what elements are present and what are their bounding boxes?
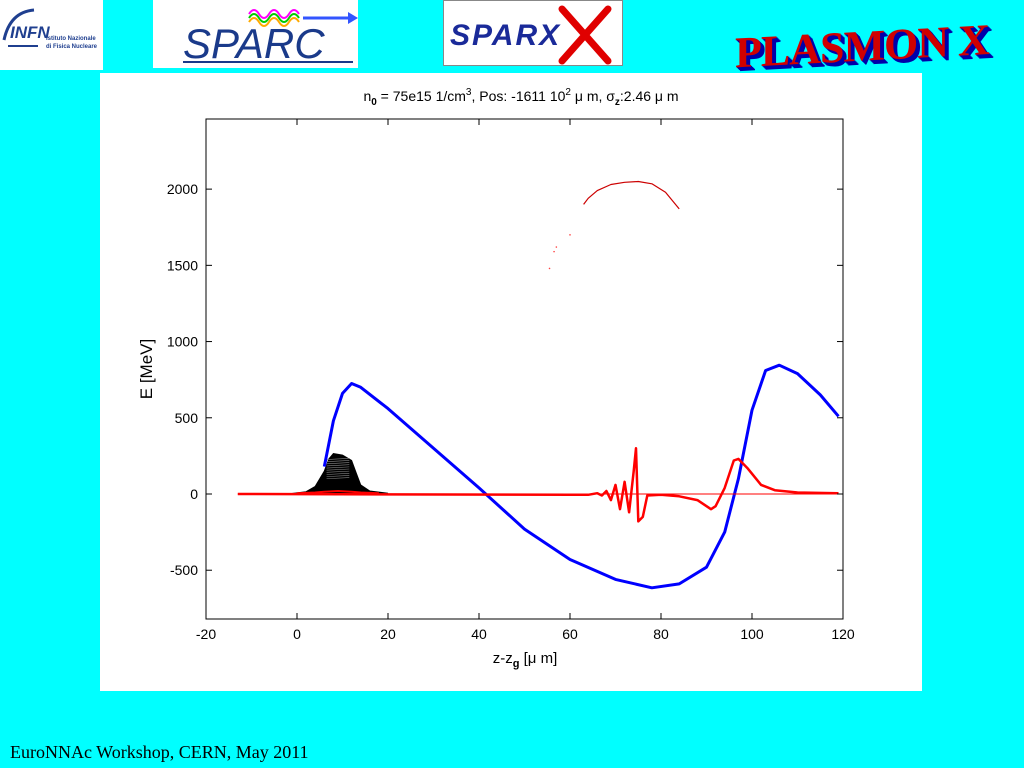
scatter-point xyxy=(555,246,558,248)
scatter-point xyxy=(553,250,555,253)
plot-frame xyxy=(205,118,844,620)
y-tick-label: 2000 xyxy=(167,181,198,197)
chart-svg: n0 = 75e15 1/cm3, Pos: -1611 102 μ m, σz… xyxy=(137,87,855,670)
infn-logo-subtitle-1: Istituto Nazionale xyxy=(46,36,96,42)
y-tick-label: -500 xyxy=(170,562,198,578)
bunch-texture-line xyxy=(326,468,350,471)
infn-logo: INFN Istituto Nazionale di Fisica Nuclea… xyxy=(0,0,103,70)
y-axis-label: E [MeV] xyxy=(137,339,156,399)
bunch-texture-line xyxy=(326,466,350,469)
y-tick-label: 500 xyxy=(175,410,199,426)
series-line-4 xyxy=(296,490,379,495)
sparx-logo: SPARX xyxy=(443,0,623,66)
footer-text: EuroNNAc Workshop, CERN, May 2011 xyxy=(10,742,309,762)
bunch-texture-line xyxy=(326,464,350,467)
bunch-texture-line xyxy=(326,460,350,462)
chart-panel: n0 = 75e15 1/cm3, Pos: -1611 102 μ m, σz… xyxy=(100,73,922,691)
x-tick-label: -20 xyxy=(196,626,216,642)
scatter-point xyxy=(569,234,571,236)
bunch-texture-line xyxy=(326,462,350,465)
x-tick-label: 40 xyxy=(471,626,487,642)
bunch-texture-line xyxy=(326,477,350,480)
bunch-texture-line xyxy=(326,475,350,477)
x-axis-label: z-zg [μ m] xyxy=(493,650,558,670)
y-tick-label: 1000 xyxy=(167,334,198,350)
x-tick-label: 0 xyxy=(293,626,301,642)
bunch-texture-line xyxy=(326,470,350,473)
y-tick-label: 1500 xyxy=(167,257,198,273)
series-line-0 xyxy=(322,363,840,590)
series-line-1 xyxy=(237,447,839,523)
y-tick-label: 0 xyxy=(190,486,198,502)
x-tick-label: 20 xyxy=(380,626,396,642)
series-line-3 xyxy=(583,180,680,210)
bunch-texture-line xyxy=(326,458,350,460)
x-tick-label: 80 xyxy=(653,626,669,642)
sparx-logo-text: SPARX xyxy=(450,19,561,52)
x-tick-label: 60 xyxy=(562,626,578,642)
infn-logo-subtitle-2: di Fisica Nucleare xyxy=(46,44,98,50)
plasmonx-logo: PLASMON X xyxy=(735,15,989,78)
chart-title: n0 = 75e15 1/cm3, Pos: -1611 102 μ m, σz… xyxy=(363,87,678,108)
sparc-logo: SPARC xyxy=(153,0,358,68)
x-tick-label: 120 xyxy=(831,626,855,642)
x-tick-label: 100 xyxy=(740,626,764,642)
sparc-logo-text: SPARC xyxy=(183,20,325,67)
scatter-point xyxy=(548,267,551,270)
bunch-texture-line xyxy=(326,472,350,475)
infn-logo-text: INFN xyxy=(10,23,50,42)
